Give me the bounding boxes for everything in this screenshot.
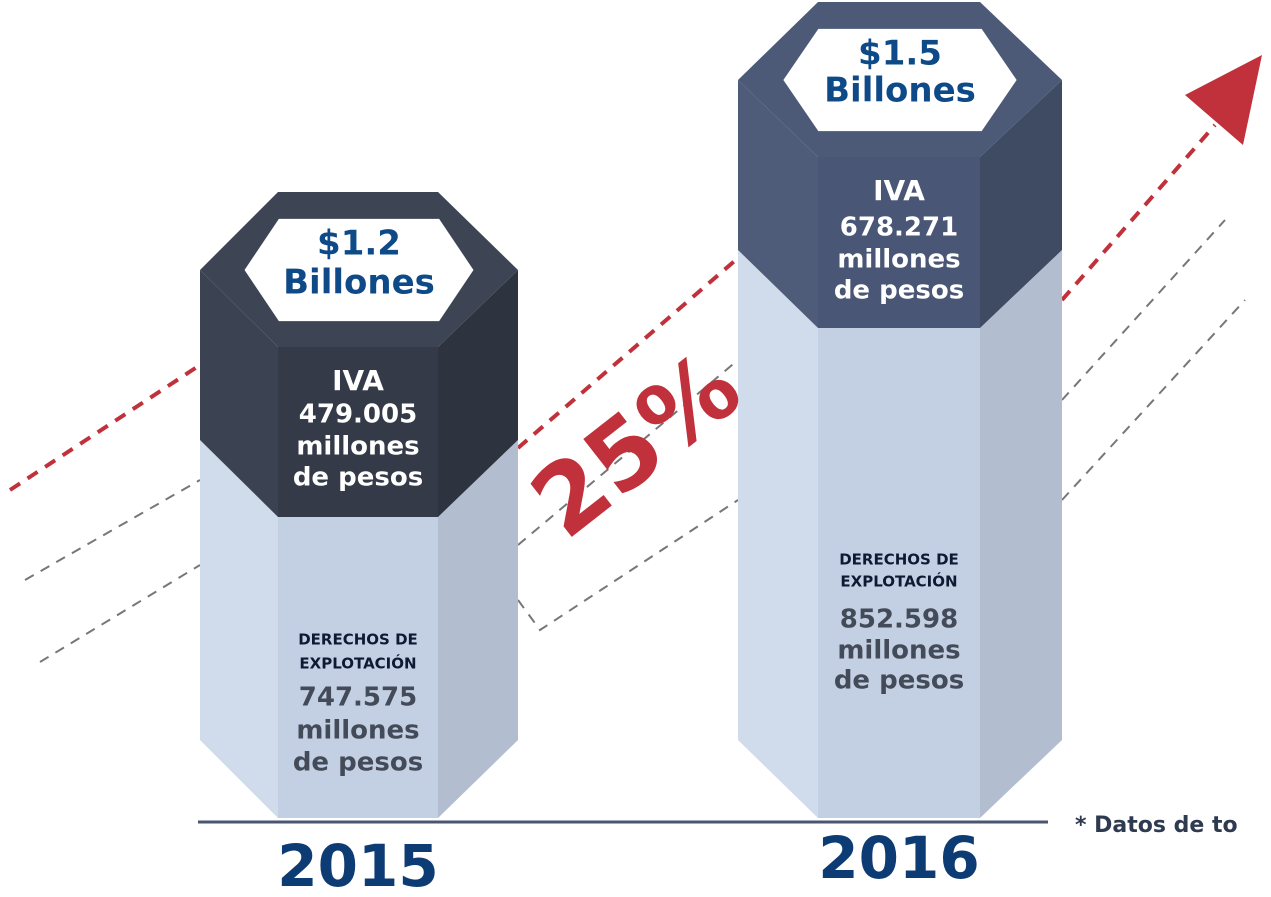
guide-line: [517, 499, 739, 632]
iva-label: millones: [837, 245, 960, 275]
growth-segment: [1060, 123, 1217, 302]
derechos-title: EXPLOTACIÓN: [840, 572, 957, 591]
derechos-title: EXPLOTACIÓN: [299, 654, 416, 673]
total-label: Billones: [283, 263, 435, 303]
derechos-title: DERECHOS DE: [839, 551, 959, 569]
label-hexagon: [783, 28, 1017, 132]
prism-face: [738, 80, 818, 328]
arrow-head: [1185, 55, 1262, 145]
iva-label: 479.005: [299, 400, 417, 430]
derechos-label: de pesos: [293, 748, 423, 778]
growth-label: 25%: [511, 330, 761, 560]
prism-face: [200, 270, 278, 517]
growth-segment: [516, 256, 740, 450]
year-label: 2015: [277, 832, 438, 897]
iva-label: 678.271: [840, 213, 958, 243]
note: * Datos de to: [1075, 813, 1238, 838]
prism-face: [200, 440, 278, 818]
guide-line: [1061, 219, 1226, 401]
prism-face: [980, 250, 1062, 818]
guide-line: [1061, 299, 1246, 501]
iva-label: de pesos: [834, 276, 964, 306]
derechos-label: 852.598: [840, 605, 958, 635]
prism-face: [278, 517, 438, 818]
prism-face: [438, 270, 518, 517]
derechos-label: millones: [837, 636, 960, 666]
prism-face: [738, 250, 818, 818]
guide-line: [24, 479, 201, 581]
iva-label: de pesos: [293, 463, 423, 493]
label-hexagon: [244, 218, 474, 322]
total-label: $1.5: [858, 34, 942, 74]
prism-face: [980, 80, 1062, 328]
iva-label: IVA: [332, 364, 384, 397]
derechos-title: DERECHOS DE: [298, 631, 418, 649]
derechos-label: de pesos: [834, 666, 964, 696]
total-label: $1.2: [317, 224, 401, 264]
prism-face: [818, 328, 980, 818]
iva-label: IVA: [873, 174, 925, 207]
growth-line: [8, 123, 1217, 492]
total-label: Billones: [824, 71, 976, 111]
derechos-label: millones: [296, 716, 419, 746]
derechos-label: 747.575: [299, 683, 417, 713]
guide-line: [39, 564, 201, 663]
growth-segment: [8, 363, 202, 492]
prism-face: [278, 347, 438, 517]
year-label: 2016: [818, 824, 979, 892]
iva-label: millones: [296, 432, 419, 462]
prism-face: [818, 157, 980, 328]
guide-lines: [24, 219, 1246, 663]
prism-face: [438, 440, 518, 818]
guide-line: [517, 359, 739, 546]
